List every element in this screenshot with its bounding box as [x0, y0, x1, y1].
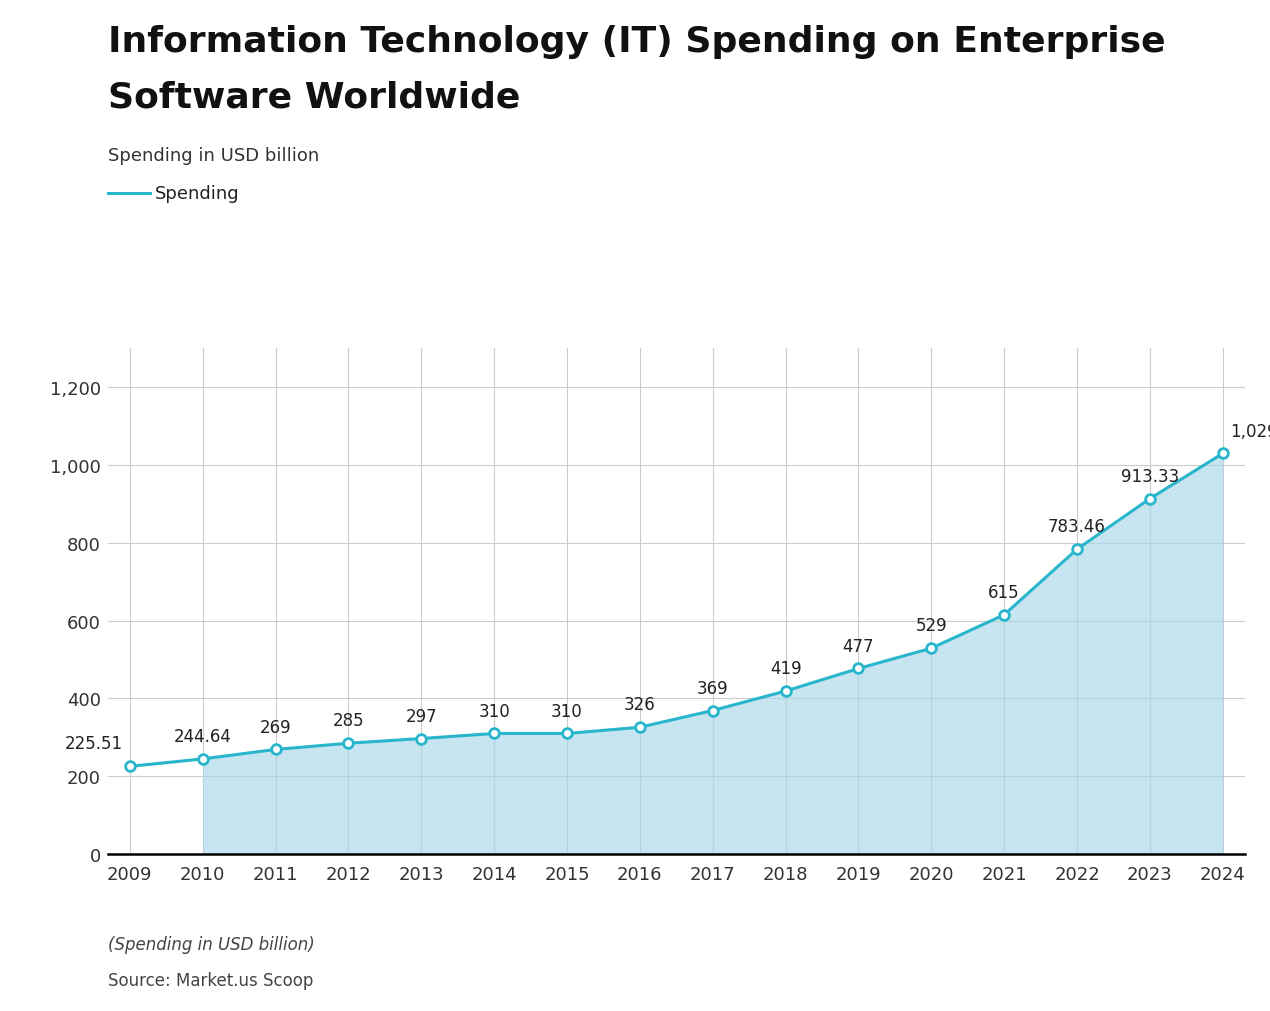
Text: (Spending in USD billion): (Spending in USD billion) — [108, 935, 315, 953]
Text: 269: 269 — [260, 718, 291, 736]
Text: 297: 297 — [405, 707, 437, 725]
Text: Spending in USD billion: Spending in USD billion — [108, 147, 319, 165]
Text: Information Technology (IT) Spending on Enterprise: Information Technology (IT) Spending on … — [108, 25, 1166, 60]
Text: 783.46: 783.46 — [1048, 518, 1106, 536]
Text: 326: 326 — [624, 696, 655, 714]
Text: 529: 529 — [916, 617, 947, 635]
Text: 1,029.42: 1,029.42 — [1229, 423, 1270, 440]
Text: 477: 477 — [843, 637, 874, 655]
Text: Source: Market.us Scoop: Source: Market.us Scoop — [108, 971, 314, 989]
Text: 419: 419 — [770, 659, 801, 677]
Text: 369: 369 — [697, 679, 729, 697]
Text: 310: 310 — [551, 702, 583, 720]
Text: Software Worldwide: Software Worldwide — [108, 81, 521, 115]
Text: 285: 285 — [333, 712, 364, 730]
Text: 244.64: 244.64 — [174, 727, 231, 745]
Text: Spending: Spending — [155, 185, 240, 203]
Text: 310: 310 — [479, 702, 511, 720]
Text: 913.33: 913.33 — [1120, 467, 1179, 485]
Text: 225.51: 225.51 — [65, 735, 123, 753]
Text: 615: 615 — [988, 583, 1020, 602]
